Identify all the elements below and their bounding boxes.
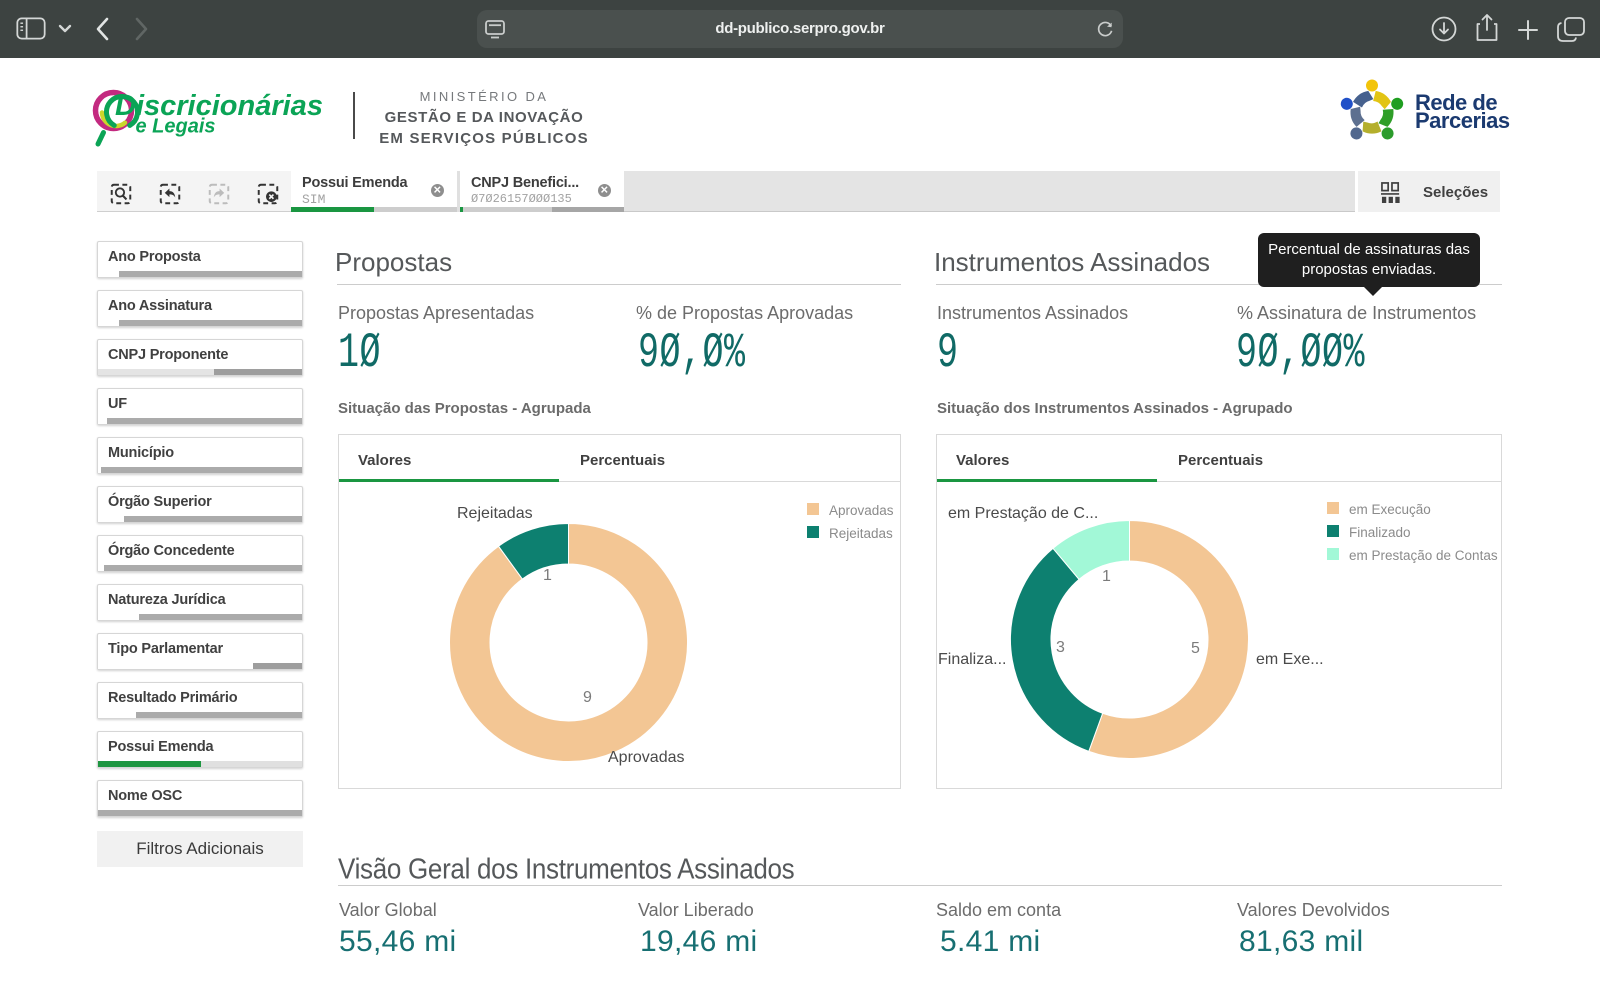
- svg-text:Parcerias: Parcerias: [1415, 108, 1510, 133]
- svg-text:Discricionárias: Discricionárias: [115, 90, 323, 122]
- svg-text:Rede de: Rede de: [1415, 90, 1497, 115]
- svg-text:e Legais: e Legais: [136, 116, 216, 138]
